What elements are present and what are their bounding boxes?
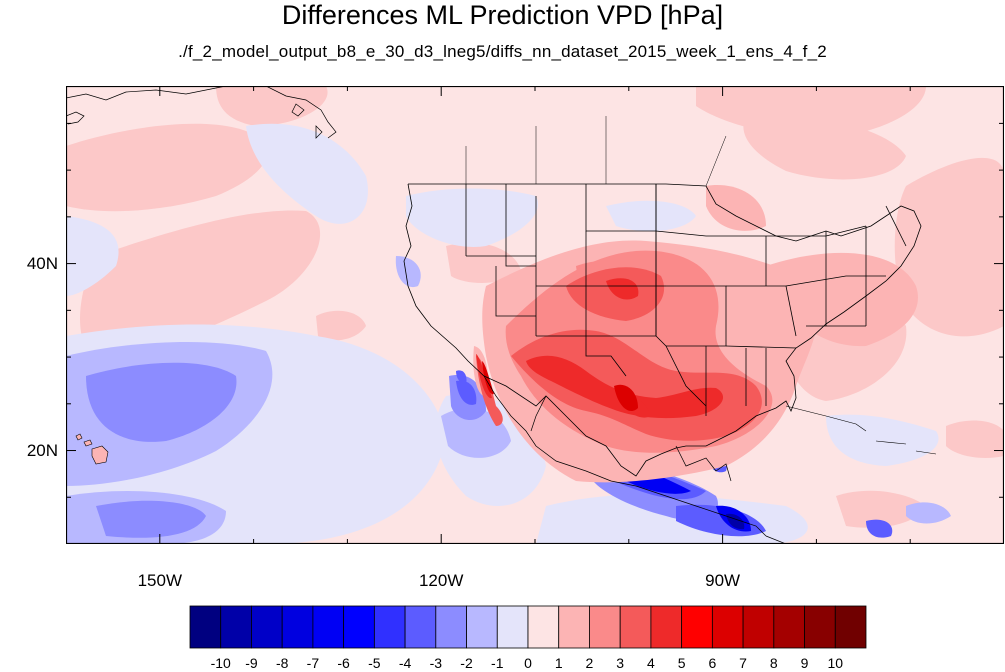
colorbar-tick-label: -8: [275, 655, 289, 671]
colorbar-swatch: [281, 605, 314, 649]
lon-label: 90W: [705, 571, 741, 590]
colorbar-swatch: [681, 605, 713, 649]
colorbar-swatch: [558, 605, 590, 649]
colorbar-swatch: [711, 605, 744, 649]
colorbar-tick-label: -6: [337, 655, 350, 671]
colorbar-swatch: [251, 605, 283, 649]
alaska-coastline: [66, 86, 337, 139]
colorbar-tick-label: 0: [524, 655, 532, 671]
caribbean-islands: [785, 405, 937, 455]
colorbar-tick-label: 1: [554, 655, 563, 671]
colorbar-tick-label: -2: [460, 655, 473, 671]
colorbar-tick-label: 5: [677, 655, 686, 671]
lat-label: 40N: [26, 253, 58, 273]
colorbar-tick-label: 4: [647, 655, 655, 671]
colorbar-swatch: [404, 605, 437, 649]
colorbar-swatch: [189, 605, 222, 649]
colorbar-tick-label: 10: [827, 655, 844, 671]
colorbar-tick-label: -7: [306, 655, 320, 671]
colorbar-tick-label: 9: [800, 655, 809, 671]
colorbar-swatch: [650, 605, 683, 649]
hawaii-islands: [75, 433, 109, 465]
colorbar-tick-label: -10: [210, 655, 231, 671]
colorbar-swatch: [312, 605, 345, 649]
colorbar-tick-label: 3: [616, 655, 625, 671]
colorbar-swatch: [496, 605, 529, 649]
colorbar-tick-label: -1: [491, 655, 504, 671]
colorbar-swatch: [804, 605, 836, 649]
colorbar-swatch: [435, 605, 467, 649]
colorbar-swatch: [589, 605, 621, 649]
colorbar-tick-label: -4: [398, 655, 412, 671]
colorbar-tick-label: 6: [708, 655, 717, 671]
map-panel: [66, 86, 1004, 544]
mexico-central-america-outline: [483, 375, 787, 544]
lon-label: 120W: [418, 571, 464, 590]
colorbar: [188, 605, 868, 654]
colorbar-tick-label: 2: [585, 655, 594, 671]
colorbar-swatch: [466, 605, 498, 649]
map-ticks: [66, 86, 1004, 544]
us-outline: [403, 183, 922, 477]
canada-borders: [465, 116, 727, 187]
colorbar-tick-label: 7: [739, 655, 747, 671]
vpd-difference-map: [66, 86, 1004, 544]
colorbar-swatch: [773, 605, 805, 649]
colorbar-swatch: [834, 605, 867, 649]
plot-title: Differences ML Prediction VPD [hPa]: [281, 0, 724, 30]
colorbar-swatch: [619, 605, 652, 649]
colorbar-tick-label: -5: [368, 655, 381, 671]
lon-label: 150W: [137, 571, 182, 590]
colorbar-tick-label: -9: [245, 655, 258, 671]
colorbar-swatch: [343, 605, 375, 649]
colorbar-swatch: [220, 605, 252, 649]
colorbar-tick-label: -3: [429, 655, 443, 671]
colorbar-swatch: [527, 605, 560, 649]
colorbar-swatch: [742, 605, 775, 649]
plot-subtitle: ./f_2_model_output_b8_e_30_d3_lneg5/diff…: [178, 42, 827, 61]
colorbar-tick-label: 8: [769, 655, 778, 671]
lat-label: 20N: [26, 440, 58, 460]
colorbar-swatch: [373, 605, 406, 649]
